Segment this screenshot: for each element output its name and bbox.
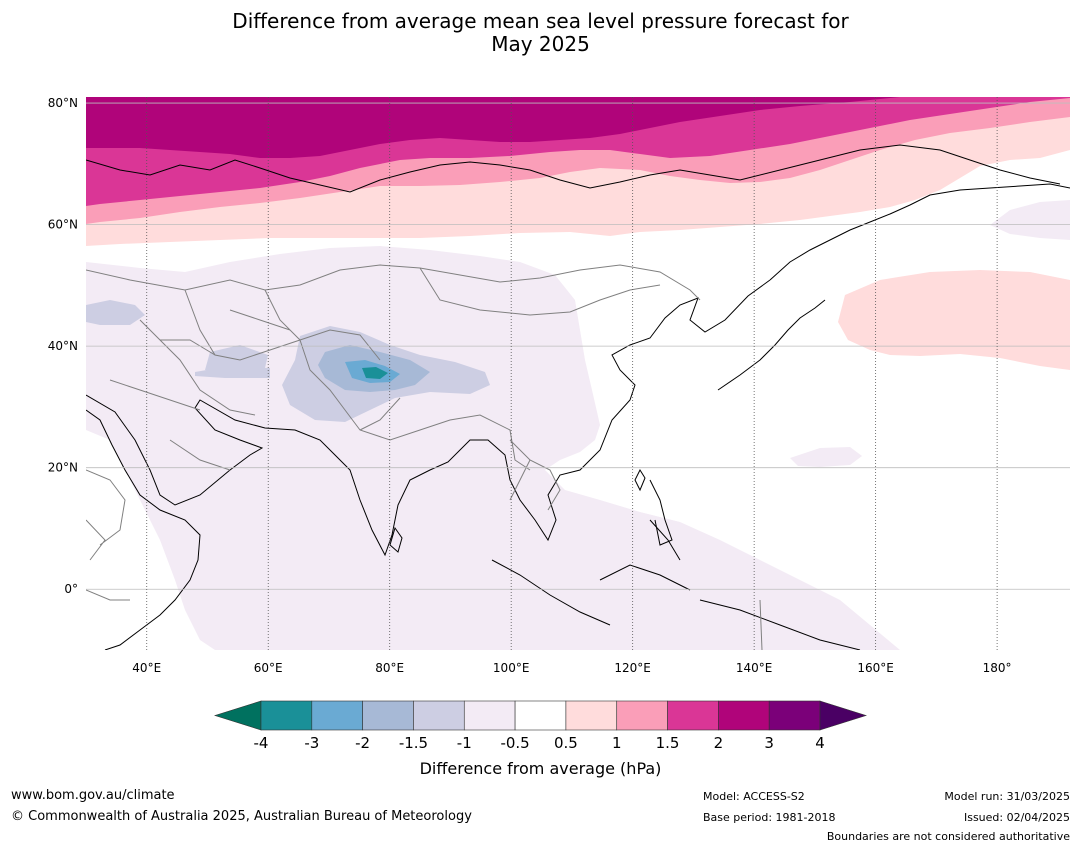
title-line-1: Difference from average mean sea level p… — [232, 9, 849, 33]
border-png — [759, 599, 763, 650]
lat-tick-label: 80°N — [48, 96, 78, 110]
colorbar-tick-label: 1 — [612, 734, 622, 752]
pressure-anomaly-fields — [86, 97, 1070, 650]
border-china-mongolia — [419, 267, 661, 316]
gridlines — [86, 97, 1070, 650]
country-borders — [86, 264, 763, 650]
coastline-japan — [717, 299, 826, 391]
border-south-asia — [299, 339, 531, 471]
title-line-2: May 2025 — [491, 32, 590, 56]
colorbar-bin — [514, 700, 567, 731]
border-africa — [86, 469, 130, 601]
lat-tick-label: 40°N — [48, 339, 78, 353]
colorbar-extend-low — [214, 700, 262, 731]
lon-tick-label: 60°E — [254, 661, 283, 675]
footer-disclaimer: Boundaries are not considered authoritat… — [826, 830, 1070, 843]
chart-title: Difference from average mean sea level p… — [0, 10, 1081, 56]
border-southeast-asia — [509, 439, 561, 511]
colorbar — [214, 700, 867, 731]
colorbar-tick-label: -1 — [457, 734, 472, 752]
border-middle-east — [109, 319, 256, 471]
colorbar-bin — [260, 700, 313, 731]
coastline-indonesia — [491, 519, 861, 650]
colorbar-bin — [362, 700, 414, 731]
longitude-tick-labels: 40°E 60°E 80°E 100°E 120°E 140°E 160°E 180° — [132, 661, 1011, 675]
colorbar-tick-label: 4 — [815, 734, 825, 752]
map-panel — [86, 97, 1070, 650]
colorbar-bin — [718, 700, 770, 731]
footer-base-period: Base period: 1981-2018 — [703, 811, 836, 824]
anomaly-region-pos-2 — [86, 97, 900, 158]
colorbar-tick-label: -3 — [304, 734, 319, 752]
latitude-gridlines — [86, 102, 1070, 590]
colorbar-bin — [667, 700, 719, 731]
latitude-tick-labels: 80°N 60°N 40°N 20°N 0° — [48, 96, 78, 596]
colorbar-tick-label: -0.5 — [500, 734, 529, 752]
coastline-east-asia — [769, 183, 1070, 281]
anomaly-region-pacific — [838, 270, 1070, 370]
colorbar-tick-label: 0.5 — [554, 734, 578, 752]
coastline-arctic — [86, 144, 1061, 193]
lon-tick-label: 160°E — [857, 661, 894, 675]
colorbar-tick-label: 2 — [714, 734, 724, 752]
anomaly-region-neutral-west — [86, 430, 215, 650]
coastline-philippines — [649, 479, 673, 546]
colorbar-tick-label: 3 — [764, 734, 774, 752]
lon-tick-label: 40°E — [132, 661, 161, 675]
colorbar-tick-label: 1.5 — [656, 734, 680, 752]
coastline-taiwan — [634, 468, 646, 492]
footer-copyright: © Commonwealth of Australia 2025, Austra… — [11, 809, 472, 824]
colorbar-bin — [616, 700, 668, 731]
colorbar-title: Difference from average (hPa) — [419, 759, 662, 778]
anomaly-region-philippine-sea — [790, 447, 862, 467]
coastline-sri-lanka — [389, 526, 403, 553]
colorbar-tick-label: -4 — [254, 734, 269, 752]
colorbar-bin — [311, 700, 363, 731]
footer-model: Model: ACCESS-S2 — [703, 790, 805, 803]
colorbar-bin — [565, 700, 618, 731]
lat-tick-label: 0° — [64, 582, 78, 596]
anomaly-region-bering — [990, 200, 1070, 240]
colorbar-tick-label: -1.5 — [399, 734, 428, 752]
colorbar-tick-label: -2 — [355, 734, 370, 752]
lat-tick-label: 20°N — [48, 461, 78, 475]
coastline-arabia-india — [86, 279, 771, 557]
lon-tick-label: 140°E — [736, 661, 773, 675]
colorbar-bin — [768, 700, 821, 731]
anomaly-region-core — [362, 367, 388, 379]
footer-model-run: Model run: 31/03/2025 — [944, 790, 1070, 803]
footer-website: www.bom.gov.au/climate — [11, 788, 175, 803]
colorbar-tick-labels: -4 -3 -2 -1.5 -1 -0.5 0.5 1 1.5 2 3 4 — [254, 734, 825, 752]
lat-tick-label: 60°N — [48, 218, 78, 232]
lon-tick-label: 100°E — [493, 661, 530, 675]
lon-tick-label: 180° — [983, 661, 1012, 675]
lon-tick-label: 120°E — [614, 661, 651, 675]
anomaly-region-europe — [86, 300, 145, 325]
footer-issued: Issued: 02/04/2025 — [963, 811, 1070, 824]
coastlines — [86, 144, 1070, 650]
longitude-gridlines — [146, 97, 998, 650]
colorbar-extend-high — [819, 700, 867, 731]
lon-tick-label: 80°E — [375, 661, 404, 675]
colorbar-bin — [463, 700, 516, 731]
anomaly-region-negative-weak — [86, 246, 900, 650]
border-central-asia — [184, 289, 381, 361]
colorbar-bin — [413, 700, 465, 731]
